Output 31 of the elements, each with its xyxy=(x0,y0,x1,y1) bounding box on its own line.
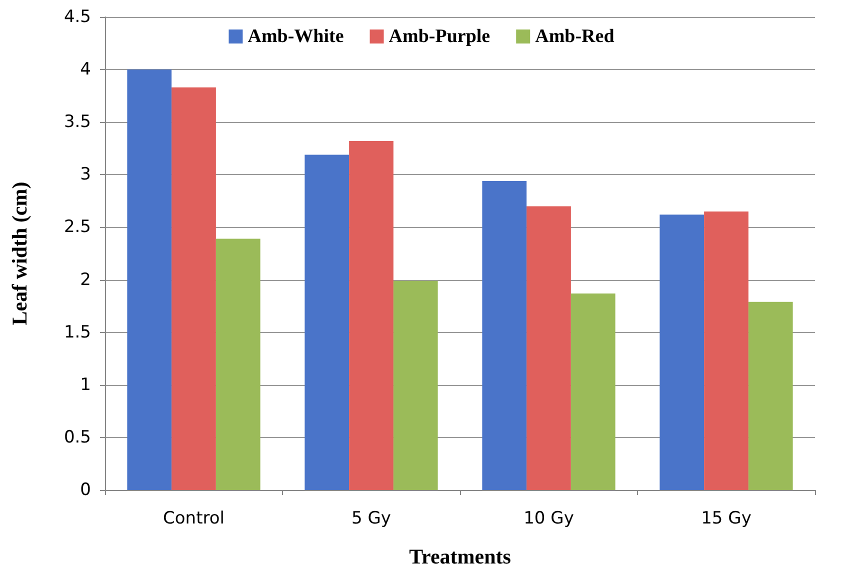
y-tick-label: 3 xyxy=(80,164,91,185)
legend-label: Amb-Purple xyxy=(388,26,490,47)
bar xyxy=(216,238,260,490)
y-tick-label: 1 xyxy=(80,374,91,395)
y-tick-label: 3.5 xyxy=(64,112,91,132)
y-axis-title: Leaf width (cm) xyxy=(8,182,32,326)
x-tick-label: 5 Gy xyxy=(352,508,391,528)
y-tick-label: 0.5 xyxy=(64,427,91,448)
y-tick-label: 2.5 xyxy=(64,217,91,238)
y-tick-label: 0 xyxy=(80,480,91,500)
bar xyxy=(172,87,216,490)
bar xyxy=(660,214,704,490)
bar xyxy=(526,206,571,490)
y-tick-label: 1.5 xyxy=(64,322,91,342)
x-tick-label: 10 Gy xyxy=(524,508,574,528)
bar xyxy=(482,180,527,490)
y-tick-label: 2 xyxy=(80,270,91,290)
y-tick-label: 4.5 xyxy=(64,7,91,27)
bar xyxy=(304,154,350,490)
x-tick-label: Control xyxy=(163,508,224,528)
legend-label: Amb-Red xyxy=(535,26,615,47)
bar xyxy=(127,70,172,490)
legend-label: Amb-White xyxy=(248,26,344,47)
bar xyxy=(748,302,793,490)
bar xyxy=(393,280,438,490)
bar xyxy=(349,141,394,490)
x-axis-title: Treatments xyxy=(409,544,511,568)
y-tick-label: 4 xyxy=(80,60,91,80)
bar xyxy=(570,293,616,490)
bar xyxy=(704,211,748,490)
x-tick-label: 15 Gy xyxy=(701,508,752,528)
